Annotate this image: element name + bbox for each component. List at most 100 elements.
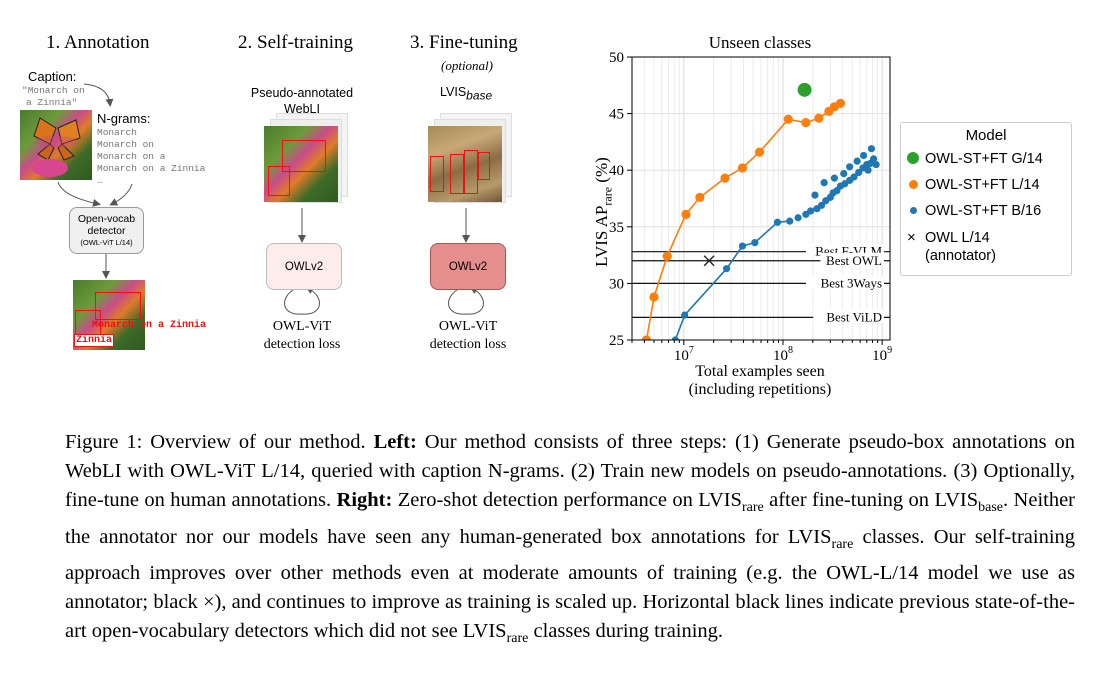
- owlv2-model-finetune: OWLv2: [430, 243, 506, 290]
- y-tick-label: 30: [609, 276, 624, 292]
- loss-line2: detection loss: [263, 337, 341, 352]
- data-point: [846, 163, 854, 171]
- pseudo-dataset-label: Pseudo-annotated WebLI: [240, 85, 364, 117]
- data-point-annotator: [703, 255, 715, 267]
- data-point: [835, 98, 846, 109]
- data-point: [783, 114, 793, 124]
- data-point: [864, 166, 872, 174]
- y-tick-label: 45: [609, 107, 624, 123]
- figure-caption: Figure 1: Overview of our method. Left: …: [65, 428, 1075, 654]
- step-3-subtitle: (optional): [441, 58, 493, 73]
- annotation-arrows: [57, 83, 320, 315]
- data-point: [681, 209, 691, 219]
- green-dot-icon: [907, 152, 919, 164]
- right-text-1: Zero-shot detection performance on LVIS: [397, 489, 742, 512]
- legend-item-g14: OWL-ST+FT G/14: [907, 151, 1043, 167]
- data-point: [641, 335, 652, 340]
- data-point: [681, 311, 689, 319]
- data-point: [754, 147, 765, 157]
- sub-rare: rare: [741, 500, 764, 516]
- data-point: [867, 145, 876, 153]
- data-point: [870, 155, 878, 163]
- sota-label-bg: [820, 252, 884, 266]
- loss-line1: OWL-ViT: [438, 319, 498, 334]
- right-text-2: after fine-tuning on LVIS: [769, 489, 979, 512]
- ngram-item: …: [97, 175, 103, 186]
- step-3-title: 3. Fine-tuning: [410, 32, 518, 53]
- legend-label-line2: (annotator): [925, 248, 996, 264]
- ngram-item: Monarch on a: [97, 151, 166, 162]
- sota-label-bg: [806, 275, 884, 289]
- right-text-3: . Neither the annotator nor our models h…: [65, 489, 1076, 548]
- blue-dot-icon: [910, 207, 917, 214]
- data-point: [853, 157, 861, 165]
- owlv2-model-selftrain: OWLv2: [266, 243, 342, 290]
- x-tick-label: 108: [773, 345, 793, 364]
- x-axis-label: Total examples seen (including repetitio…: [640, 363, 880, 399]
- step-1-title: 1. Annotation: [46, 32, 150, 53]
- ngram-item: Monarch on: [97, 139, 155, 150]
- pseudo-box: [95, 292, 141, 320]
- x-marker-icon: ×: [907, 229, 916, 246]
- caption-text-line1: "Monarch on: [22, 85, 85, 96]
- data-point: [737, 163, 748, 173]
- data-point: [723, 265, 731, 273]
- data-point: [671, 336, 679, 340]
- monarch-photo: [20, 110, 92, 180]
- pseudo-box: [268, 166, 290, 196]
- sota-label: Best ViLD: [826, 309, 882, 324]
- legend-label: OWL-ST+FT L/14: [925, 177, 1040, 193]
- data-point-g14: [797, 82, 812, 97]
- chart-ticks: 25 30 35 40 45 50 107 108 109: [609, 50, 892, 364]
- data-point: [786, 217, 794, 225]
- y-tick-label: 35: [609, 220, 624, 236]
- series-line-b16: [674, 220, 790, 340]
- legend-label: OWL-ST+FT B/16: [925, 203, 1042, 219]
- ngrams-label: N-grams:: [97, 111, 151, 126]
- legend-label: OWL L/14: [925, 230, 990, 246]
- chart-title: Unseen classes: [708, 33, 812, 52]
- caption-label: Caption:: [28, 69, 77, 84]
- ngram-item: Monarch on a Zinnia: [97, 163, 206, 174]
- data-point: [662, 251, 672, 261]
- data-point: [649, 292, 659, 302]
- selftrain-loss: OWL-ViT detection loss: [240, 318, 364, 354]
- y-tick-label: 40: [609, 163, 624, 179]
- ngram-item: Monarch: [97, 127, 137, 138]
- data-point: [773, 218, 782, 226]
- sota-label-bg: [813, 309, 884, 323]
- orange-dot-icon: [909, 180, 918, 189]
- human-box: [450, 154, 464, 194]
- data-point: [751, 239, 759, 247]
- detector-line3: (OWL-ViT L/14): [80, 238, 133, 247]
- data-point: [840, 169, 848, 178]
- y-tick-label: 50: [609, 50, 624, 66]
- chart-grid: [631, 56, 890, 341]
- dataset-line2: WebLI: [284, 102, 320, 116]
- legend-item-annotator: × OWL L/14 (annotator): [907, 229, 996, 265]
- series-group: [641, 82, 880, 340]
- detector-line1: Open-vocab: [77, 213, 136, 225]
- chart-series: [641, 82, 880, 340]
- box-label-monarch: Monarch on a Zinnia: [92, 320, 207, 331]
- chart-legend: Model OWL-ST+FT G/14 OWL-ST+FT L/14 OWL-…: [900, 122, 1072, 276]
- sota-label: Best 3Ways: [821, 275, 882, 290]
- lvis-base-label: LVISbase: [440, 85, 492, 103]
- human-box: [430, 156, 444, 192]
- box-label-zinnia: Zinnia: [74, 334, 115, 347]
- human-box: [464, 150, 478, 194]
- data-point: [738, 242, 747, 250]
- lvis-photo: [428, 126, 502, 202]
- sub-rare: rare: [506, 631, 529, 647]
- open-vocab-detector: Open-vocab detector (OWL-ViT L/14): [69, 207, 144, 254]
- legend-label: OWL-ST+FT G/14: [925, 151, 1043, 167]
- caption-text-line2: a Zinnia": [26, 97, 78, 108]
- data-point: [801, 118, 811, 128]
- data-point: [720, 173, 730, 183]
- right-text-5: classes during training.: [533, 620, 724, 643]
- dataset-line1: Pseudo-annotated: [250, 86, 354, 100]
- loss-line2: detection loss: [429, 337, 507, 352]
- butterfly-icon: [32, 117, 81, 177]
- xlabel-line2: (including repetitions): [688, 381, 832, 398]
